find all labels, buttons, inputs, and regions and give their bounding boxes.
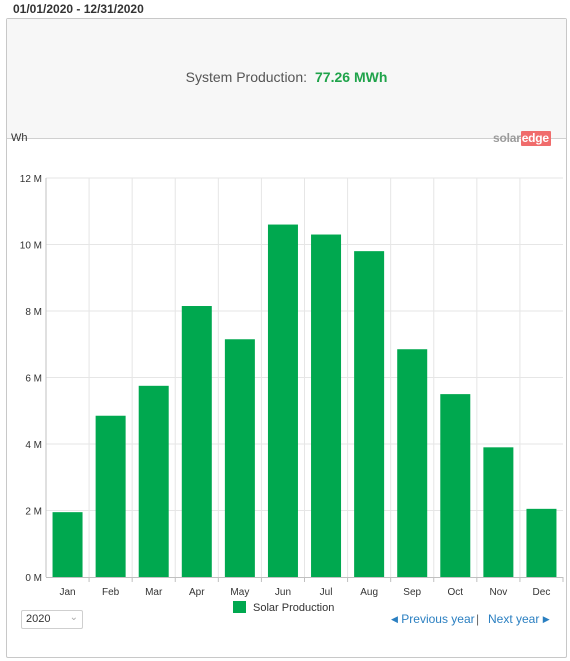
- year-select-value: 2020: [26, 613, 51, 625]
- bar-sep: [397, 349, 428, 577]
- triangle-left-icon: ◀: [391, 614, 398, 624]
- legend-swatch: [233, 601, 246, 613]
- x-tick-label: Jan: [59, 587, 75, 598]
- x-tick-label: Mar: [145, 587, 163, 598]
- x-tick-label: Sep: [403, 587, 421, 598]
- legend-label: Solar Production: [253, 602, 334, 614]
- bar-jul: [311, 234, 342, 577]
- y-tick-label: 12 M: [20, 174, 42, 185]
- x-tick-label: Apr: [189, 587, 205, 598]
- bar-jan: [52, 512, 83, 577]
- y-tick-label: 10 M: [20, 241, 42, 252]
- x-tick-label: Dec: [533, 587, 551, 598]
- x-tick-label: May: [230, 587, 249, 598]
- x-tick-label: Aug: [360, 587, 378, 598]
- triangle-right-icon: ▶: [542, 614, 550, 624]
- date-range: 01/01/2020 - 12/31/2020: [13, 2, 144, 16]
- x-tick-label: Jun: [275, 587, 291, 598]
- y-tick-label: 8 M: [25, 307, 42, 318]
- x-tick-label: Oct: [448, 587, 464, 598]
- y-tick-label: 0 M: [25, 573, 42, 584]
- x-tick-label: Nov: [489, 587, 507, 598]
- y-tick-label: 4 M: [25, 440, 42, 451]
- summary-box: System Production: 77.26 MWh: [7, 19, 566, 139]
- x-tick-label: Feb: [102, 587, 120, 598]
- nav-separator: |: [476, 612, 480, 626]
- summary-value: 77.26 MWh: [315, 69, 388, 85]
- x-tick-label: Jul: [320, 587, 333, 598]
- bar-apr: [181, 306, 212, 577]
- next-year-label: Next year: [488, 612, 540, 626]
- next-year-link[interactable]: Next year ▶: [488, 612, 550, 626]
- previous-year-link[interactable]: ◀ Previous year: [391, 612, 475, 626]
- bar-dec: [526, 508, 557, 577]
- bar-oct: [440, 394, 471, 577]
- year-select[interactable]: 2020 ⌄: [21, 610, 83, 629]
- summary-label: System Production:: [185, 69, 308, 85]
- bar-aug: [354, 251, 385, 577]
- previous-year-label: Previous year: [401, 612, 475, 626]
- solaredge-logo: solaredge: [493, 131, 551, 146]
- summary-line: System Production: 77.26 MWh: [7, 69, 566, 85]
- y-tick-label: 2 M: [25, 507, 42, 518]
- bar-feb: [95, 415, 126, 577]
- y-tick-label: 6 M: [25, 374, 42, 385]
- bar-mar: [138, 385, 169, 577]
- bar-jun: [267, 224, 298, 578]
- bar-may: [224, 339, 255, 577]
- header: 01/01/2020 - 12/31/2020: [0, 0, 570, 20]
- y-axis-unit: Wh: [11, 132, 28, 144]
- chevron-down-icon: ⌄: [69, 612, 78, 623]
- bar-nov: [483, 447, 514, 577]
